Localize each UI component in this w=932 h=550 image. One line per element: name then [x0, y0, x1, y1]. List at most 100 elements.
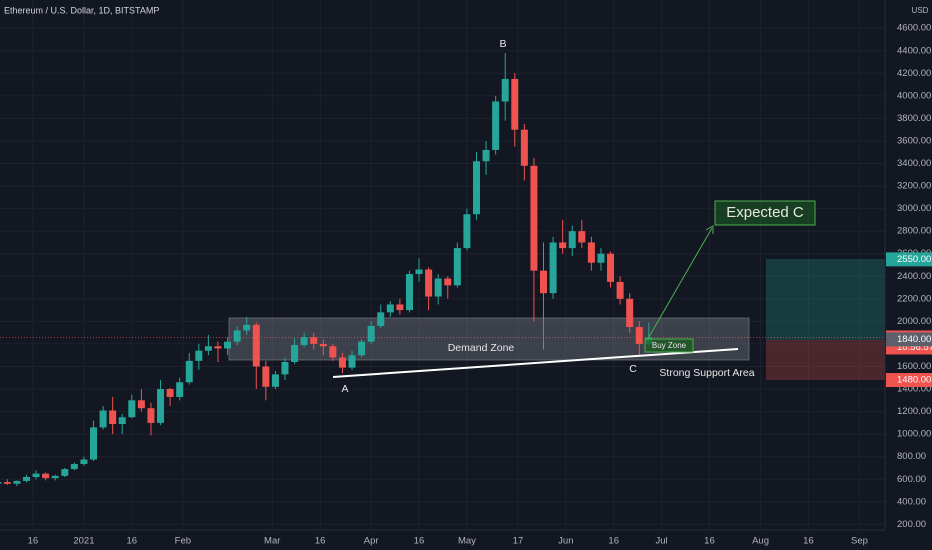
price-tag — [886, 332, 932, 347]
candle-body — [185, 360, 193, 383]
annotation: Buy Zone — [652, 341, 687, 350]
x-tick-label: Sep — [851, 536, 868, 547]
candle-body — [616, 281, 624, 299]
currency-label: USD — [912, 6, 929, 15]
x-tick-label: 16 — [28, 536, 39, 547]
candle-body — [0, 482, 2, 484]
x-tick-label: 16 — [608, 536, 619, 547]
candle-body — [118, 417, 126, 424]
candle-body — [51, 475, 59, 479]
candle-body — [80, 459, 88, 465]
chart-title: Ethereum / U.S. Dollar, 1D, BITSTAMP — [4, 5, 159, 15]
y-tick-label: 200.00 — [897, 519, 926, 530]
candle-body — [243, 324, 251, 331]
candle-body — [559, 242, 567, 249]
candle-body — [386, 304, 394, 313]
candle-body — [540, 270, 548, 294]
candle-body — [224, 341, 232, 349]
annotation: A — [341, 383, 348, 395]
candle-body — [482, 149, 490, 162]
candle-body — [90, 427, 98, 460]
candle-body — [578, 231, 586, 243]
candle-body — [109, 410, 117, 424]
y-tick-label: 2000.00 — [897, 316, 931, 327]
expected-box — [714, 200, 816, 226]
candle-body — [453, 248, 461, 286]
candle-body — [137, 400, 145, 409]
time-axis — [0, 530, 932, 550]
y-tick-label: 800.00 — [897, 451, 926, 462]
candle-body — [42, 473, 50, 479]
candle-body — [338, 357, 346, 368]
y-tick-label: 3600.00 — [897, 135, 931, 146]
price-countdown: 10:56:57 — [897, 342, 932, 353]
x-tick-label: Jul — [656, 536, 668, 547]
candle-body — [32, 473, 40, 477]
candle-body — [520, 129, 528, 166]
axis-labels: 200.00 400.00 600.00 800.00 1000.00 1200.00 14… — [28, 23, 932, 547]
candle-body — [367, 325, 375, 342]
y-tick-label: 600.00 — [897, 474, 926, 485]
target-zone — [766, 259, 885, 340]
x-tick-label: 16 — [704, 536, 715, 547]
x-tick-label: May — [458, 536, 476, 547]
buy-zone-box — [644, 338, 694, 353]
candle-body — [587, 242, 595, 263]
x-tick-label: Mar — [264, 536, 280, 547]
candle-body — [300, 337, 308, 346]
y-tick-label: 1600.00 — [897, 361, 931, 372]
candle-body — [70, 464, 78, 470]
candle-body — [472, 161, 480, 215]
candle-body — [166, 389, 174, 397]
price-tag-label: 1840.00 — [897, 334, 931, 345]
candle-body — [405, 274, 413, 311]
candle-body — [233, 330, 241, 342]
candle-body — [348, 355, 356, 368]
candle-body — [635, 327, 643, 344]
price-tag — [886, 373, 932, 388]
y-tick-label: 4400.00 — [897, 45, 931, 56]
annotation: C — [629, 363, 637, 375]
candle-body — [463, 214, 471, 249]
price-tag-label: 1480.00 — [897, 375, 931, 386]
x-tick-label: 2021 — [73, 536, 94, 547]
candle-body — [319, 343, 327, 347]
y-tick-label: 2200.00 — [897, 293, 931, 304]
candle-body — [204, 346, 212, 351]
candle-body — [291, 345, 299, 362]
y-tick-label: 4200.00 — [897, 68, 931, 79]
candle-body — [568, 231, 576, 249]
x-tick-label: Aug — [752, 536, 769, 547]
y-tick-label: 2400.00 — [897, 271, 931, 282]
candle-body — [281, 361, 289, 375]
candle-body — [176, 382, 184, 397]
candle-body — [444, 278, 452, 286]
candle-body — [13, 480, 21, 484]
candle-body — [157, 389, 165, 423]
y-tick-label: 2800.00 — [897, 226, 931, 237]
candle-body — [607, 253, 615, 282]
x-tick-label: 16 — [414, 536, 425, 547]
x-tick-label: Feb — [175, 536, 191, 547]
candle-body — [501, 78, 509, 102]
candle-body — [214, 346, 222, 349]
candle-body — [310, 337, 318, 344]
arrow-head — [705, 225, 714, 234]
x-tick-label: Jun — [558, 536, 573, 547]
candle-body — [530, 165, 538, 271]
candle-body — [434, 278, 442, 297]
stop-zone — [766, 340, 885, 380]
candle-body — [597, 253, 605, 263]
candle-body — [195, 350, 203, 361]
annotation: Demand Zone — [448, 342, 515, 354]
y-tick-label: 3000.00 — [897, 203, 931, 214]
candle-body — [425, 269, 433, 297]
candle-body — [358, 341, 366, 356]
support-line — [332, 348, 739, 378]
x-tick-label: 16 — [803, 536, 814, 547]
x-tick-label: 17 — [513, 536, 524, 547]
candle-body — [549, 242, 557, 294]
candle-body — [22, 477, 30, 481]
